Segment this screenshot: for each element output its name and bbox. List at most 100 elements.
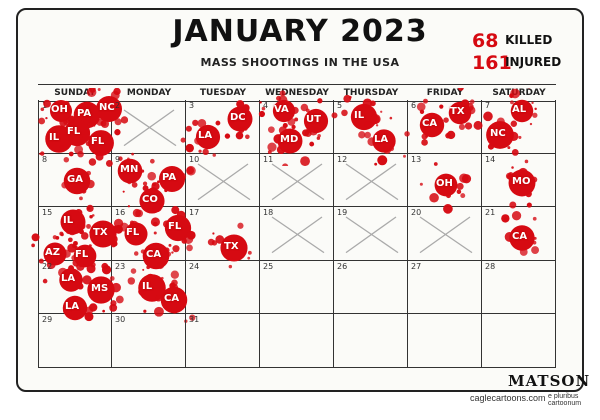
state-label: MN <box>120 163 139 175</box>
state-label: AL <box>512 104 527 115</box>
day-number: 22 <box>42 261 53 271</box>
day-number: 4 <box>263 101 269 110</box>
calendar-title: JANUARY 2023 <box>172 14 428 49</box>
state-label: FL <box>75 249 89 261</box>
day-cell: 29 <box>38 314 112 368</box>
cross-out-mark <box>271 163 325 200</box>
state-label: MO <box>512 175 531 187</box>
day-number: 28 <box>485 261 496 271</box>
weekday-thursday: THURSDAY <box>343 88 399 98</box>
empty-cell <box>482 314 556 368</box>
state-label: FL <box>168 221 182 233</box>
state-label: CA <box>422 118 438 129</box>
day-number: 17 <box>189 208 200 218</box>
killed-count: 68 <box>472 30 499 52</box>
day-number: 20 <box>411 208 422 218</box>
day-number: 3 <box>189 101 195 110</box>
weekday-monday: MONDAY <box>126 88 172 98</box>
killed-stat: 68 KILLED <box>472 30 552 52</box>
state-label: NC <box>99 102 115 113</box>
day-cell: 19 <box>334 207 408 261</box>
artist-signature: MATSON <box>508 372 591 390</box>
empty-cell <box>260 314 334 368</box>
state-label: NC <box>490 128 506 139</box>
calendar-grid: 1 OH PA NC IL FL FL 2 3 LA DC 4 VA UT MD 5 IL LA 6 CA TX 7 AL N… <box>31 88 556 368</box>
state-label: UT <box>306 114 321 125</box>
day-cell: 27 <box>408 260 482 315</box>
day-number: 23 <box>115 261 126 271</box>
day-cell: 25 <box>260 260 334 315</box>
day-number: 14 <box>485 154 496 164</box>
day-cell: 15 IL TX AZ FL <box>31 204 123 270</box>
state-label: TX <box>93 227 108 239</box>
day-number: 7 <box>485 101 491 110</box>
weekday-saturday: SATURDAY <box>492 88 546 98</box>
day-cell: 21 CA <box>482 207 556 261</box>
cross-out-mark <box>123 109 177 147</box>
empty-cell <box>334 314 408 368</box>
cross-out-mark <box>345 216 399 254</box>
day-cell: 5 IL LA <box>334 94 410 166</box>
day-cell: 3 LA DC <box>180 100 266 157</box>
cross-out-mark <box>419 216 473 254</box>
state-label: FL <box>126 227 140 239</box>
killed-label: KILLED <box>505 33 553 47</box>
cross-out-mark <box>345 163 399 200</box>
day-number: 16 <box>115 208 126 218</box>
day-number: 26 <box>337 261 348 271</box>
day-cell: 16 FL FL CA <box>108 206 196 272</box>
day-number: 8 <box>42 154 48 164</box>
weekday-friday: FRIDAY <box>426 88 464 98</box>
state-label: TX <box>450 106 465 117</box>
day-cell: 20 <box>408 207 482 261</box>
day-cell: 10 <box>186 153 260 208</box>
day-cell: 18 <box>260 207 334 261</box>
day-cell: 24 <box>186 260 260 315</box>
day-cell: 6 CA TX <box>408 88 482 154</box>
state-label: OH <box>436 177 453 189</box>
day-cell: 26 <box>334 260 408 315</box>
state-label: TX <box>224 241 239 253</box>
day-number: 1 <box>42 101 48 110</box>
state-label: FL <box>67 126 81 137</box>
day-number: 9 <box>115 154 121 164</box>
state-label: MS <box>91 282 109 294</box>
day-number: 11 <box>263 154 274 164</box>
cross-out-mark <box>197 163 251 200</box>
day-number: 18 <box>263 208 274 218</box>
day-cell: 23 IL CA <box>112 258 196 323</box>
day-number: 27 <box>411 261 422 271</box>
weekday-wednesday: WEDNESDAY <box>265 88 329 98</box>
day-cell: 9 MN PA CO <box>105 152 196 217</box>
day-number: 24 <box>189 261 200 271</box>
weekday-sunday: SUNDAY <box>54 88 96 98</box>
day-number: 31 <box>189 315 200 325</box>
day-cell: 14 MO <box>482 153 556 209</box>
day-number: 2 <box>115 101 121 110</box>
state-label: IL <box>49 132 60 143</box>
state-label: LA <box>198 130 213 141</box>
credit-url: caglecartoons.com <box>470 393 546 403</box>
day-number: 19 <box>337 208 348 218</box>
calendar-subtitle: MASS SHOOTINGS IN THE USA <box>200 56 400 69</box>
injured-label: INJURED <box>505 55 562 69</box>
state-label: DC <box>230 112 246 123</box>
day-cell: 12 <box>334 153 408 208</box>
day-number: 10 <box>189 154 200 164</box>
day-number: 29 <box>42 315 53 325</box>
state-label: LA <box>374 134 389 145</box>
state-label: CO <box>142 193 158 205</box>
state-label: LA <box>65 300 80 312</box>
injured-stat: 161 INJURED <box>472 52 561 74</box>
day-cell: 7 AL NC <box>473 88 556 156</box>
credit-motto: e pluribus cartoonum <box>548 393 582 407</box>
day-cell: 30 <box>112 314 186 368</box>
calendar-paper <box>16 8 584 392</box>
day-cell: 2 <box>112 100 186 154</box>
state-label: CA <box>512 231 528 243</box>
day-number: 13 <box>411 154 422 164</box>
day-cell: 4 VA UT MD <box>259 90 338 166</box>
state-label: PA <box>77 108 92 119</box>
day-number: 12 <box>337 154 348 164</box>
state-label: IL <box>63 215 74 227</box>
